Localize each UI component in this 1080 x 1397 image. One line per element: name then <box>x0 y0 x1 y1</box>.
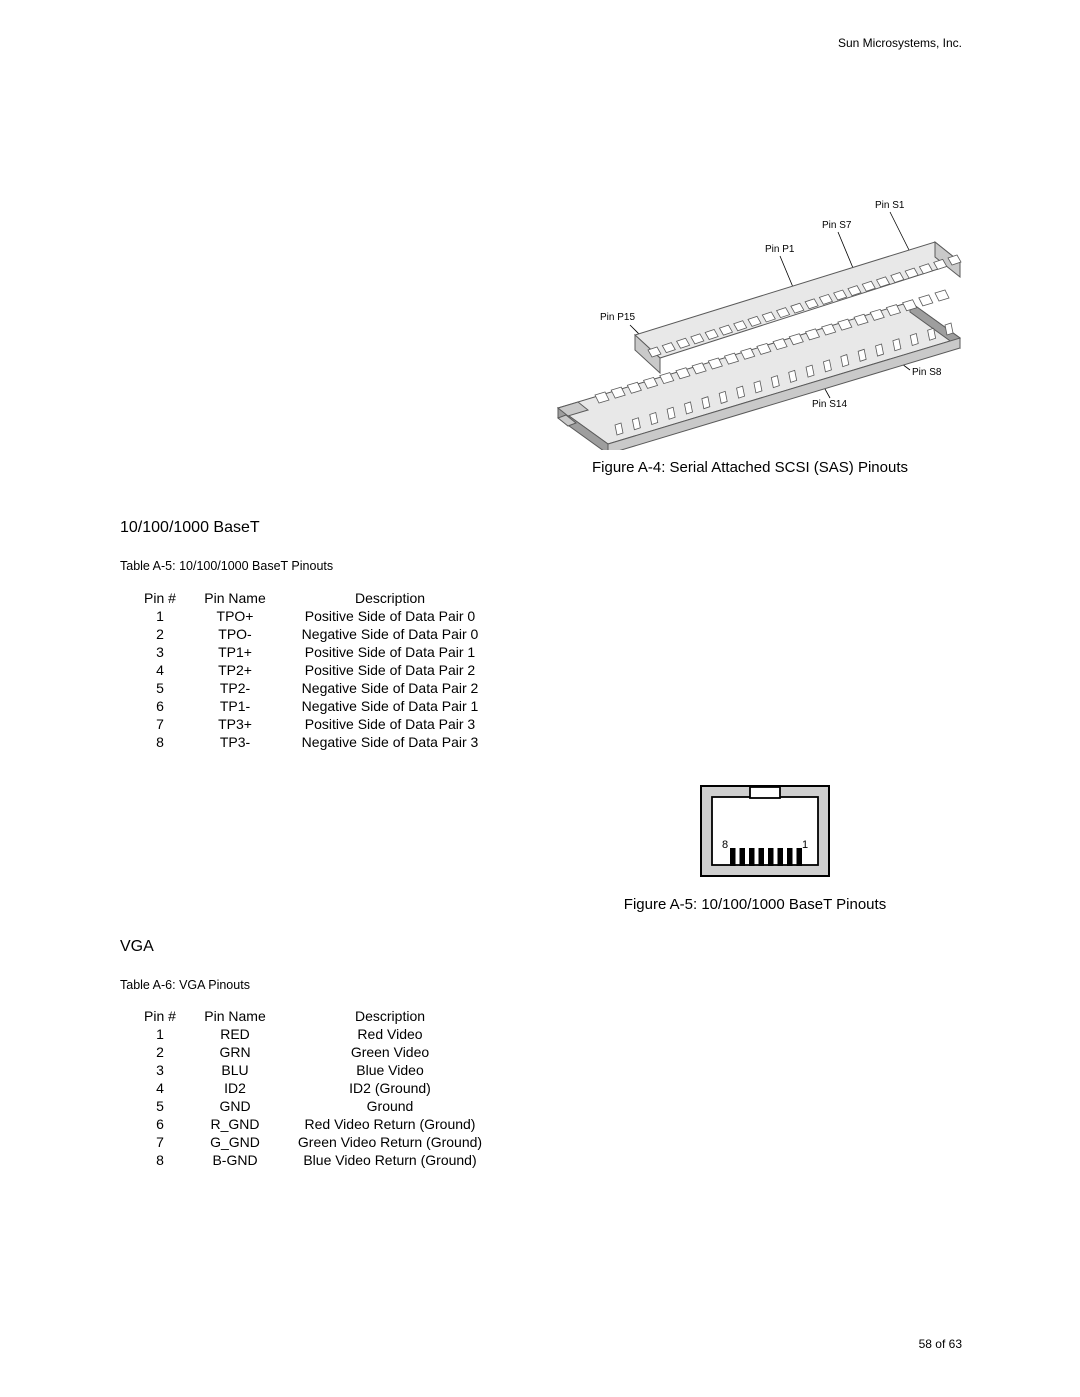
table-row: 5TP2-Negative Side of Data Pair 2 <box>130 679 500 697</box>
cell-pin-name: B-GND <box>190 1151 280 1169</box>
header-company: Sun Microsystems, Inc. <box>838 36 962 50</box>
footer-page-number: 58 of 63 <box>919 1337 962 1351</box>
cell-pin-name: TPO- <box>190 625 280 643</box>
cell-desc: Positive Side of Data Pair 1 <box>280 643 500 661</box>
table-row: 8TP3-Negative Side of Data Pair 3 <box>130 733 500 751</box>
cell-desc: Green Video Return (Ground) <box>280 1133 500 1151</box>
col-pin-num: Pin # <box>130 1007 190 1025</box>
cell-pin-name: TPO+ <box>190 607 280 625</box>
cell-pin-name: TP1- <box>190 697 280 715</box>
cell-pin-name: TP1+ <box>190 643 280 661</box>
sas-label-s1: Pin S1 <box>875 200 905 211</box>
cell-pin-num: 4 <box>130 661 190 679</box>
cell-desc: Ground <box>280 1097 500 1115</box>
cell-pin-num: 2 <box>130 625 190 643</box>
cell-pin-num: 6 <box>130 1115 190 1133</box>
table-row: 7G_GNDGreen Video Return (Ground) <box>130 1133 500 1151</box>
figure-rj45: 8 1 <box>700 785 830 882</box>
cell-pin-name: R_GND <box>190 1115 280 1133</box>
cell-pin-name: TP2+ <box>190 661 280 679</box>
table-row: 4TP2+Positive Side of Data Pair 2 <box>130 661 500 679</box>
figure-sas-connector: Pin S1 Pin S7 Pin P1 Pin P15 Pin S8 Pin … <box>540 190 980 450</box>
cell-pin-name: TP3- <box>190 733 280 751</box>
sas-label-p15: Pin P15 <box>600 312 635 323</box>
table-row: 8B-GNDBlue Video Return (Ground) <box>130 1151 500 1169</box>
rj45-label-8: 8 <box>722 839 728 851</box>
section-baset-title: 10/100/1000 BaseT <box>120 519 260 537</box>
table-row: 1REDRed Video <box>130 1025 500 1043</box>
cell-desc: ID2 (Ground) <box>280 1079 500 1097</box>
cell-pin-name: GND <box>190 1097 280 1115</box>
table-row: 3TP1+Positive Side of Data Pair 1 <box>130 643 500 661</box>
section-vga-title: VGA <box>120 938 154 956</box>
table-row: 2GRNGreen Video <box>130 1043 500 1061</box>
cell-pin-name: GRN <box>190 1043 280 1061</box>
col-pin-name: Pin Name <box>190 1007 280 1025</box>
col-pin-num: Pin # <box>130 589 190 607</box>
cell-pin-num: 7 <box>130 1133 190 1151</box>
cell-desc: Positive Side of Data Pair 2 <box>280 661 500 679</box>
cell-desc: Green Video <box>280 1043 500 1061</box>
cell-desc: Negative Side of Data Pair 0 <box>280 625 500 643</box>
cell-desc: Positive Side of Data Pair 3 <box>280 715 500 733</box>
sas-label-p1: Pin P1 <box>765 244 795 255</box>
cell-pin-name: TP3+ <box>190 715 280 733</box>
cell-pin-num: 1 <box>130 607 190 625</box>
table-row: 4ID2ID2 (Ground) <box>130 1079 500 1097</box>
cell-pin-num: 5 <box>130 1097 190 1115</box>
document-page: Sun Microsystems, Inc. Pin S1 Pin S7 Pin… <box>0 0 1080 1397</box>
cell-desc: Red Video Return (Ground) <box>280 1115 500 1133</box>
cell-desc: Blue Video <box>280 1061 500 1079</box>
table-baset: Pin # Pin Name Description 1TPO+Positive… <box>130 589 500 751</box>
sas-label-s8: Pin S8 <box>912 367 942 378</box>
cell-pin-name: BLU <box>190 1061 280 1079</box>
figure-a5-caption: Figure A-5: 10/100/1000 BaseT Pinouts <box>550 896 960 913</box>
cell-pin-name: ID2 <box>190 1079 280 1097</box>
cell-pin-name: TP2- <box>190 679 280 697</box>
sas-label-s14: Pin S14 <box>812 399 847 410</box>
table-header-row: Pin # Pin Name Description <box>130 1007 500 1025</box>
cell-desc: Negative Side of Data Pair 2 <box>280 679 500 697</box>
table-row: 6TP1-Negative Side of Data Pair 1 <box>130 697 500 715</box>
cell-pin-num: 3 <box>130 1061 190 1079</box>
cell-pin-num: 8 <box>130 733 190 751</box>
table-header-row: Pin # Pin Name Description <box>130 589 500 607</box>
cell-desc: Negative Side of Data Pair 1 <box>280 697 500 715</box>
figure-a4-caption: Figure A-4: Serial Attached SCSI (SAS) P… <box>530 459 970 476</box>
table-row: 3BLUBlue Video <box>130 1061 500 1079</box>
rj45-label-1: 1 <box>802 839 808 851</box>
cell-pin-name: G_GND <box>190 1133 280 1151</box>
table-vga: Pin # Pin Name Description 1REDRed Video… <box>130 1007 500 1169</box>
col-desc: Description <box>280 589 500 607</box>
cell-pin-num: 2 <box>130 1043 190 1061</box>
cell-pin-num: 4 <box>130 1079 190 1097</box>
cell-pin-num: 7 <box>130 715 190 733</box>
cell-pin-num: 1 <box>130 1025 190 1043</box>
table-row: 5GNDGround <box>130 1097 500 1115</box>
table-a6-caption: Table A-6: VGA Pinouts <box>120 978 250 992</box>
table-row: 1TPO+Positive Side of Data Pair 0 <box>130 607 500 625</box>
col-pin-name: Pin Name <box>190 589 280 607</box>
cell-pin-num: 6 <box>130 697 190 715</box>
col-desc: Description <box>280 1007 500 1025</box>
cell-desc: Negative Side of Data Pair 3 <box>280 733 500 751</box>
cell-desc: Red Video <box>280 1025 500 1043</box>
table-a5-caption: Table A-5: 10/100/1000 BaseT Pinouts <box>120 559 333 573</box>
cell-pin-num: 8 <box>130 1151 190 1169</box>
cell-desc: Blue Video Return (Ground) <box>280 1151 500 1169</box>
cell-pin-num: 5 <box>130 679 190 697</box>
sas-label-s7: Pin S7 <box>822 220 852 231</box>
cell-desc: Positive Side of Data Pair 0 <box>280 607 500 625</box>
table-row: 2TPO-Negative Side of Data Pair 0 <box>130 625 500 643</box>
table-row: 6R_GNDRed Video Return (Ground) <box>130 1115 500 1133</box>
table-row: 7TP3+Positive Side of Data Pair 3 <box>130 715 500 733</box>
cell-pin-num: 3 <box>130 643 190 661</box>
cell-pin-name: RED <box>190 1025 280 1043</box>
